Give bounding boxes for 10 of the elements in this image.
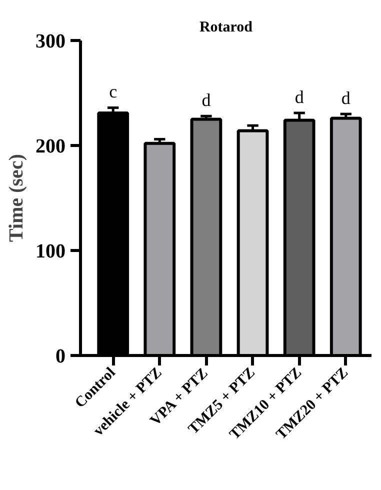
annotation: d	[294, 86, 304, 107]
annotation: d	[341, 88, 350, 108]
y-tick-label: 100	[36, 240, 66, 262]
chart-title: Rotarod	[199, 20, 254, 36]
y-tick-label: 200	[36, 136, 66, 158]
y-axis-title: Time (sec)	[6, 154, 28, 242]
annotation: d	[202, 90, 211, 110]
annotation: c	[109, 82, 118, 102]
y-tick-label: 300	[36, 30, 66, 52]
y-tick-label: 0	[56, 346, 66, 368]
